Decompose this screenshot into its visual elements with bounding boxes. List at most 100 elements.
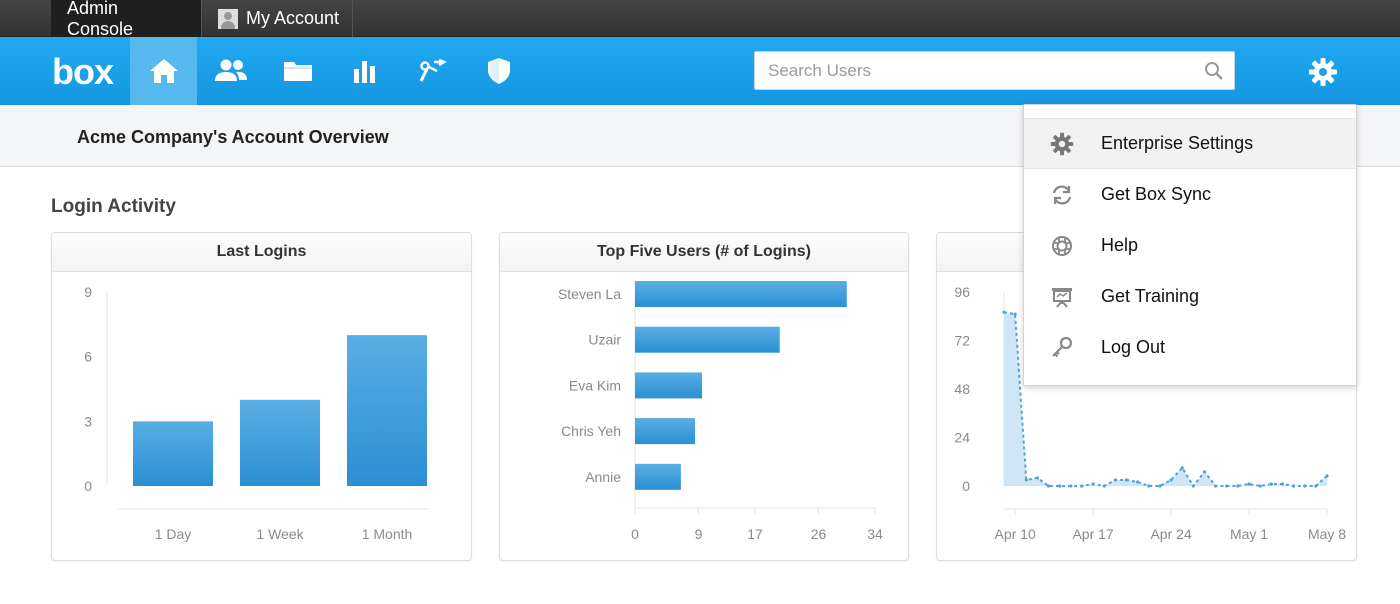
data-point <box>1136 480 1140 484</box>
security-icon[interactable] <box>465 37 532 105</box>
data-point <box>1225 484 1229 488</box>
data-point <box>1314 484 1318 488</box>
top-users-chart: 0 9 17 26 34 Steven La Uzair Eva Kim Chris Yeh An… <box>558 279 883 542</box>
y-tick-label: Eva Kim <box>569 377 621 393</box>
bar <box>635 281 847 307</box>
data-point <box>1269 482 1273 486</box>
data-point <box>1091 482 1095 486</box>
menu-item-label: Enterprise Settings <box>1101 133 1254 153</box>
data-point <box>1325 474 1329 478</box>
menu-item-label: Help <box>1101 235 1139 255</box>
data-point <box>1058 484 1062 488</box>
data-point <box>1024 478 1028 482</box>
main-nav: box <box>0 37 1400 105</box>
data-point <box>1303 484 1307 488</box>
y-tick-label: Uzair <box>588 332 621 348</box>
users-icon[interactable] <box>197 37 264 105</box>
data-point <box>1158 484 1162 488</box>
menu-item-log-out[interactable]: Log Out <box>1024 322 1356 373</box>
y-tick-label: 0 <box>962 478 970 494</box>
x-tick-label: 1 Week <box>256 526 304 542</box>
x-tick-label: Apr 17 <box>1072 526 1113 542</box>
y-tick-label: 48 <box>954 381 970 397</box>
data-point <box>1214 484 1218 488</box>
top-users-card: Top Five Users (# of Logins) 0 9 17 26 34 Ste… <box>499 232 909 561</box>
logins-over-time-chart: 0 24 48 72 96 Apr 10 Apr 17 Apr 24 May 1 May 8 <box>954 284 1346 542</box>
card-title: Top Five Users (# of Logins) <box>500 233 908 272</box>
search-icon[interactable] <box>1204 61 1224 86</box>
settings-gear-button[interactable] <box>1300 52 1346 92</box>
bar <box>347 335 427 486</box>
bar <box>240 399 320 486</box>
card-title: Last Logins <box>52 233 471 272</box>
data-point <box>1147 484 1151 488</box>
x-tick-label: 26 <box>811 526 827 542</box>
y-tick-label: 3 <box>84 413 92 429</box>
search-input[interactable] <box>755 52 1175 89</box>
key-icon <box>1050 336 1074 360</box>
settings-dropdown-menu: Enterprise Settings Get Box Sync Help Ge… <box>1023 104 1357 386</box>
menu-item-help[interactable]: Help <box>1024 220 1356 271</box>
tab-my-account-label: My Account <box>246 8 340 28</box>
section-title: Login Activity <box>51 196 176 217</box>
data-point <box>1013 312 1017 316</box>
x-tick-label: 1 Day <box>155 526 192 542</box>
bar <box>635 463 681 490</box>
avatar-icon <box>218 8 238 29</box>
bar <box>133 421 213 486</box>
page-title: Acme Company's Account Overview <box>77 127 389 147</box>
data-point <box>1080 484 1084 488</box>
data-point <box>1291 484 1296 488</box>
data-point <box>1102 484 1106 488</box>
series-line <box>1003 311 1328 488</box>
last-logins-chart: 0 3 6 9 1 Day 1 Week 1 Month <box>84 284 430 542</box>
data-point <box>1113 478 1117 482</box>
y-tick-label: 72 <box>954 333 970 349</box>
x-tick-label: May 8 <box>1308 526 1346 542</box>
data-point <box>1191 484 1195 488</box>
data-point <box>1236 484 1240 488</box>
x-tick-label: 9 <box>695 526 703 542</box>
data-point <box>1180 466 1184 470</box>
x-tick-label: 34 <box>867 526 883 542</box>
training-icon <box>1050 285 1074 309</box>
home-icon[interactable] <box>130 37 197 105</box>
bar <box>635 418 695 445</box>
data-point <box>1280 482 1285 486</box>
top-tab-bar: Admin Console My Account <box>0 0 1400 39</box>
data-point <box>1069 484 1073 488</box>
search-box <box>754 51 1235 90</box>
data-point <box>1046 484 1051 488</box>
menu-item-label: Log Out <box>1101 337 1166 357</box>
box-logo[interactable]: box <box>52 51 114 92</box>
tab-my-account[interactable]: My Account <box>202 0 355 37</box>
reports-icon[interactable] <box>331 37 398 105</box>
y-tick-label: Steven La <box>558 286 621 302</box>
apps-icon[interactable] <box>398 37 465 105</box>
data-point <box>1202 470 1207 474</box>
data-point <box>1258 484 1262 488</box>
y-tick-label: Annie <box>585 469 621 485</box>
x-tick-label: Apr 24 <box>1150 526 1191 542</box>
gear-icon <box>1309 58 1337 86</box>
bar <box>635 326 780 353</box>
menu-item-label: Get Training <box>1101 286 1200 306</box>
data-point <box>1124 478 1129 482</box>
x-tick-label: May 1 <box>1230 526 1268 542</box>
folder-icon[interactable] <box>264 37 331 105</box>
tab-admin-console[interactable]: Admin Console <box>51 0 201 39</box>
gear-icon <box>1050 132 1074 156</box>
x-tick-label: 0 <box>631 526 639 542</box>
x-tick-label: Apr 10 <box>995 526 1036 542</box>
y-tick-label: 24 <box>954 430 970 446</box>
y-tick-label: 9 <box>84 284 92 300</box>
tab-divider <box>352 0 353 37</box>
menu-item-enterprise-settings[interactable]: Enterprise Settings <box>1024 118 1356 169</box>
data-point <box>1035 476 1040 480</box>
menu-item-get-box-sync[interactable]: Get Box Sync <box>1024 169 1356 220</box>
data-point <box>1247 482 1251 486</box>
y-tick-label: Chris Yeh <box>561 423 621 439</box>
y-tick-label: 96 <box>954 284 970 300</box>
menu-item-get-training[interactable]: Get Training <box>1024 271 1356 322</box>
data-point <box>1169 478 1173 482</box>
